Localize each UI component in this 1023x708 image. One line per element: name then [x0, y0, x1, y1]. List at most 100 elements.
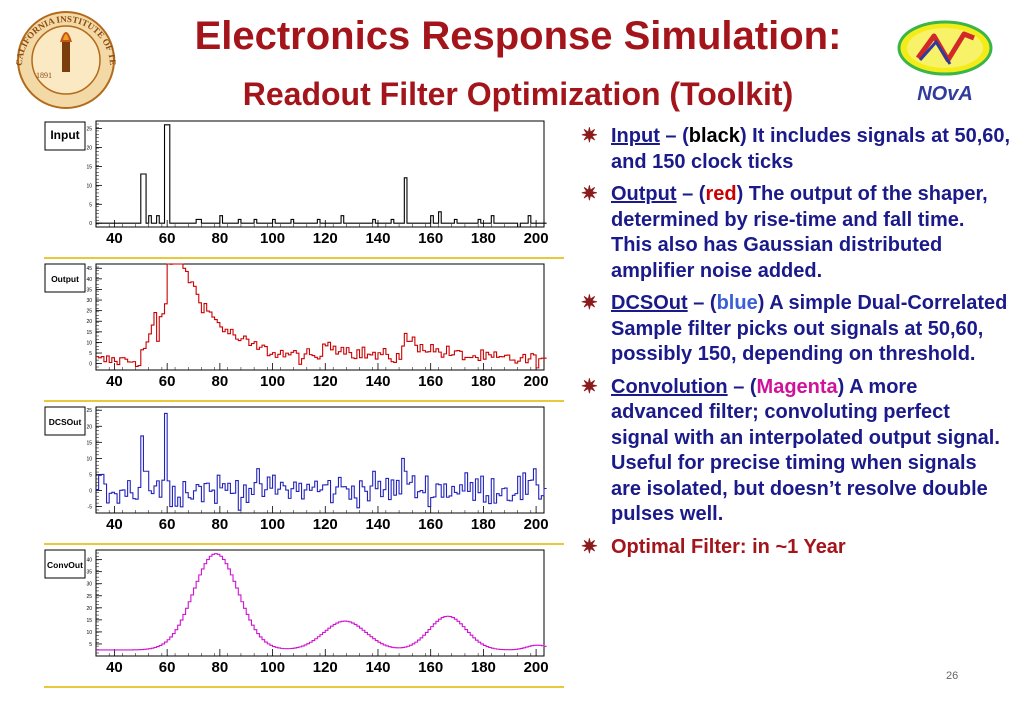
x-tick-label: 200 [524, 516, 549, 533]
star-bullet-icon: ✷ [581, 125, 598, 147]
bullet-output-name: Output [611, 183, 677, 205]
bullet-convolution: ✷ Convolution – (Magenta) A more advance… [581, 375, 1011, 528]
histogram-trace-output [96, 263, 547, 369]
x-tick-label: 140 [365, 230, 390, 247]
y-tick-label: 25 [86, 309, 92, 315]
x-tick-label: 200 [524, 373, 549, 390]
bullet-convolution-name: Convolution [611, 375, 728, 398]
x-tick-label: 60 [159, 659, 176, 676]
plot-frame [95, 120, 545, 228]
bullet-dcsout-text: A simple Dual-Correlated Sample filter p… [611, 292, 1008, 365]
x-tick-label: 100 [260, 659, 285, 676]
y-tick-label: 5 [89, 642, 92, 648]
bullet-convolution-sep: – ( [727, 375, 757, 398]
y-tick-label: 25 [86, 127, 92, 133]
y-tick-label: 30 [86, 298, 92, 304]
x-tick-label: 160 [418, 516, 443, 533]
x-tick-label: 200 [524, 230, 549, 247]
x-tick-label: 160 [418, 373, 443, 390]
panel-divider [44, 686, 564, 688]
histogram-label-box [44, 121, 86, 151]
bullet-dcsout-name: DCSOut [611, 292, 688, 314]
y-tick-label: 20 [86, 424, 92, 430]
y-tick-label: 15 [86, 164, 92, 170]
bullet-dcsout: ✷ DCSOut – (blue) A simple Dual-Correlat… [581, 291, 1011, 368]
x-tick-label: 60 [159, 373, 176, 390]
star-bullet-icon: ✷ [581, 535, 598, 558]
histogram-trace-dcsout [96, 412, 547, 511]
star-bullet-icon: ✷ [581, 292, 598, 314]
x-tick-label: 180 [471, 659, 496, 676]
y-tick-label: 10 [86, 630, 92, 636]
histogram-label: Output [51, 274, 79, 284]
bullet-output: ✷ Output – (red) The output of the shape… [581, 182, 1011, 284]
panel-divider [44, 400, 564, 402]
bullet-convolution-text: A more advanced filter; convoluting perf… [611, 375, 1000, 526]
bullet-input-name: Input [611, 125, 660, 147]
x-tick-label: 120 [313, 230, 338, 247]
star-bullet-icon: ✷ [581, 183, 598, 205]
y-tick-label: 40 [86, 558, 92, 564]
bullet-convolution-close: ) [837, 375, 845, 398]
nova-logo: NOvA [897, 20, 993, 105]
x-tick-label: 140 [365, 373, 390, 390]
seal-year: 1891 [36, 71, 52, 80]
y-tick-label: 20 [86, 606, 92, 612]
y-tick-label: 25 [86, 594, 92, 600]
x-tick-label: 100 [260, 516, 285, 533]
x-tick-label: 140 [365, 659, 390, 676]
y-tick-label: 5 [89, 472, 92, 478]
bullet-output-sep: – ( [676, 183, 706, 205]
y-tick-label: 10 [86, 456, 92, 462]
x-tick-label: 40 [106, 373, 123, 390]
x-tick-label: 140 [365, 516, 390, 533]
panel-divider [44, 257, 564, 259]
histogram-panel-output: Output 0 5 10 15 20 25 30 35 40 45 40 60 80 100 120 140 1… [44, 260, 564, 402]
y-tick-label: 40 [86, 277, 92, 283]
bullet-dcsout-color: blue [716, 292, 758, 314]
histogram-label-box [44, 549, 86, 579]
bullet-output-color: red [705, 183, 737, 205]
y-tick-label: 0 [89, 362, 92, 368]
y-tick-label: 45 [86, 266, 92, 272]
y-tick-label: 35 [86, 570, 92, 576]
x-tick-label: 160 [418, 659, 443, 676]
bullet-dcsout-sep: – ( [687, 292, 717, 314]
histogram-label: ConvOut [47, 560, 83, 570]
bullet-optimal-filter: ✷ Optimal Filter: in ~1 Year [581, 535, 1011, 561]
x-tick-label: 40 [106, 516, 123, 533]
star-bullet-icon: ✷ [581, 375, 598, 398]
bullet-convolution-color: Magenta [756, 375, 838, 398]
bullet-output-text: The output of the shaper, determined by … [611, 183, 988, 282]
x-tick-label: 100 [260, 373, 285, 390]
x-tick-label: 80 [212, 516, 229, 533]
y-tick-label: 35 [86, 287, 92, 293]
y-tick-label: 0 [89, 489, 92, 495]
x-tick-label: 160 [418, 230, 443, 247]
slide-subtitle: Readout Filter Optimization (Toolkit) [242, 76, 794, 112]
bullet-input-text: It includes signals at 50,60, and 150 cl… [611, 125, 1011, 173]
page-number: 26 [946, 670, 959, 682]
histogram-label-box [44, 406, 86, 436]
histogram-trace-input [96, 124, 547, 228]
nova-text: NOvA [917, 83, 973, 105]
histogram-label-box [44, 263, 86, 293]
y-tick-label: 15 [86, 330, 92, 336]
bullet-input-sep: – ( [659, 125, 689, 147]
bullet-dcsout-close: ) [757, 292, 765, 314]
y-tick-label: 10 [86, 340, 92, 346]
histogram-panel-convout: ConvOut 5 10 15 20 25 30 35 40 40 60 80 100 120 140 160… [44, 546, 564, 688]
bullet-output-close: ) [736, 183, 744, 205]
x-tick-label: 180 [471, 516, 496, 533]
bullet-input-color: black [688, 125, 740, 147]
x-tick-label: 180 [471, 373, 496, 390]
y-tick-label: 30 [86, 582, 92, 588]
x-tick-label: 120 [313, 373, 338, 390]
histogram-label: Input [50, 128, 79, 142]
histogram-panel-dcsout: DCSOut -5 0 5 10 15 20 25 40 60 80 100 120 140 160 180 2… [44, 403, 564, 545]
y-tick-label: -5 [88, 505, 93, 511]
y-tick-label: 15 [86, 440, 92, 446]
y-tick-label: 20 [86, 319, 92, 325]
x-tick-label: 180 [471, 230, 496, 247]
